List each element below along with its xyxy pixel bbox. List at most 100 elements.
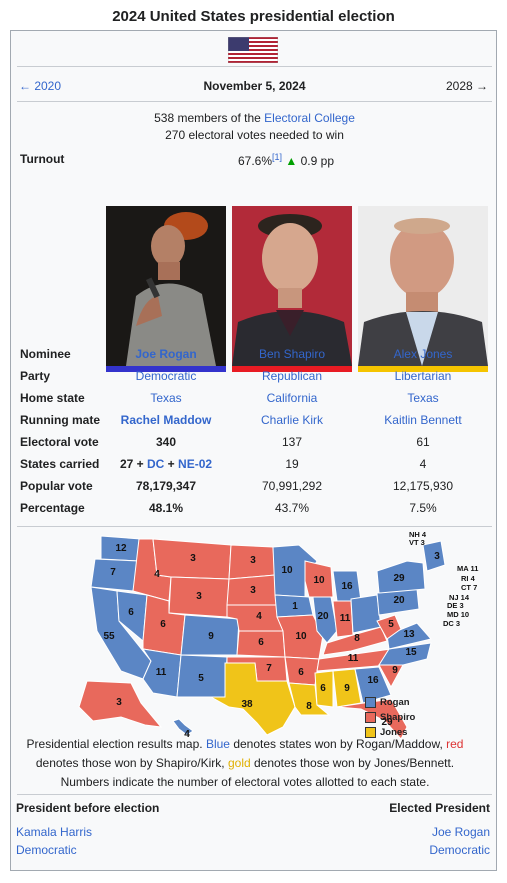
party-shapiro[interactable]: Republican: [261, 369, 323, 383]
legend-swatch-red: [365, 712, 376, 723]
ev-label-ia: 1: [292, 601, 298, 612]
ev-label-va: 13: [403, 629, 415, 640]
ev-label-nm: 5: [198, 673, 204, 684]
ne02-link[interactable]: NE-02: [178, 457, 213, 471]
state-oh: [350, 594, 382, 634]
results-map[interactable]: 1275564336119533467381011068102061611811…: [61, 531, 501, 741]
popular-shapiro: 70,991,292: [261, 479, 323, 493]
state-hi: [172, 718, 194, 736]
mate-rogan[interactable]: Rachel Maddow: [120, 413, 212, 427]
ev-rogan: 340: [155, 435, 177, 449]
caption-blue: Blue: [205, 737, 230, 751]
map-caption: Presidential election results map. Blue …: [15, 735, 475, 792]
pct-jones: 7.5%: [409, 501, 437, 515]
increase-arrow-icon: ▲: [285, 154, 298, 168]
infobox: ← 2020 November 5, 2024 2028 → 538 membe…: [10, 30, 497, 871]
elected-president-label: Elected President: [389, 801, 490, 815]
nominee-rogan[interactable]: Joe Rogan: [135, 347, 197, 361]
divider: [17, 66, 492, 67]
state-fl: [336, 698, 408, 740]
jones-photo[interactable]: [358, 206, 488, 366]
state-wv: [376, 614, 402, 640]
legend-label-shapiro: Shapiro: [380, 712, 416, 723]
ev-label-hi: 4: [184, 729, 190, 740]
popular-rogan: 78,179,347: [135, 479, 197, 493]
ev-label-tn: 11: [348, 653, 359, 664]
electoral-vote-label: Electoral vote: [20, 435, 99, 449]
ev-label-sd: 3: [250, 585, 256, 596]
rogan-color-bar: [106, 366, 226, 372]
jones-color-bar: [358, 366, 488, 372]
rogan-photo[interactable]: [106, 206, 226, 366]
prev-election-link[interactable]: ← 2020: [19, 79, 62, 93]
caption-text: denotes states won by Rogan/Maddow,: [229, 737, 447, 751]
elected-president-link[interactable]: Joe Rogan: [431, 825, 490, 839]
small-state-label-nh: NH 4: [409, 531, 427, 539]
small-state-label-ri: RI 4: [461, 574, 476, 583]
states-rogan: 27 + DC + NE-02: [119, 457, 213, 471]
states-carried-label: States carried: [20, 457, 100, 471]
caption-red: red: [446, 737, 464, 751]
state-la: [288, 682, 331, 716]
home-jones[interactable]: Texas: [407, 391, 439, 405]
small-state-label-de: DE 3: [447, 601, 464, 610]
small-state-label-dc: DC 3: [443, 619, 460, 628]
home-shapiro[interactable]: California: [266, 391, 318, 405]
ev-label-az: 11: [156, 667, 167, 678]
home-rogan[interactable]: Texas: [150, 391, 182, 405]
ev-label-ok: 7: [266, 663, 272, 674]
next-election-link[interactable]: 2028 →: [445, 79, 488, 93]
turnout-ref-link[interactable]: [1]: [272, 152, 283, 162]
small-state-label-vt: VT 3: [409, 538, 425, 547]
infobox-title: 2024 United States presidential election: [112, 8, 395, 25]
legend-item-rogan: Rogan: [365, 695, 415, 710]
dc-link[interactable]: DC: [147, 457, 165, 471]
mate-jones[interactable]: Kaitlin Bennett: [384, 413, 462, 427]
ev-label-ne: 4: [256, 611, 262, 622]
ev-label-la: 8: [306, 701, 312, 712]
map-legend: Rogan Shapiro Jones: [365, 695, 415, 740]
mate-shapiro[interactable]: Charlie Kirk: [260, 413, 323, 427]
turnout-label: Turnout: [20, 152, 65, 166]
ev-label-sc: 9: [392, 665, 398, 676]
ev-label-nv: 6: [128, 607, 134, 618]
party-jones[interactable]: Libertarian: [394, 369, 452, 383]
legend-swatch-gold: [365, 727, 376, 738]
president-before-label: President before election: [16, 801, 160, 815]
legend-swatch-blue: [365, 697, 376, 708]
elected-party-link[interactable]: Democratic: [429, 843, 490, 857]
ev-label-ak: 3: [116, 697, 122, 708]
electoral-college-link[interactable]: Electoral College: [264, 111, 355, 125]
ev-label-co: 9: [208, 631, 214, 642]
nominee-jones[interactable]: Alex Jones: [393, 347, 453, 361]
electoral-college-line: 538 members of the Electoral College: [11, 111, 498, 125]
state-ga: [354, 666, 392, 704]
party-rogan[interactable]: Democratic: [135, 369, 197, 383]
ev-label-in: 11: [340, 613, 351, 624]
turnout-percent: 67.6%: [238, 154, 273, 168]
small-state-label-ct: CT 7: [461, 583, 477, 592]
election-date: November 5, 2024: [203, 79, 306, 93]
state-ky: [322, 626, 388, 656]
ev-shapiro: 137: [281, 435, 303, 449]
nominee-shapiro[interactable]: Ben Shapiro: [258, 347, 326, 361]
us-flag-icon[interactable]: [228, 37, 278, 63]
ev-label-me: 3: [434, 551, 440, 562]
ev-label-il: 20: [317, 611, 329, 622]
caption-gold: gold: [227, 756, 251, 770]
legend-label-rogan: Rogan: [380, 697, 410, 708]
state-ms: [314, 670, 334, 708]
legend-item-jones: Jones: [365, 725, 415, 740]
pct-shapiro: 43.7%: [274, 501, 310, 515]
states-shapiro: 19: [285, 457, 299, 471]
before-president-link[interactable]: Kamala Harris: [16, 825, 93, 839]
ev-label-ga: 16: [367, 675, 379, 686]
ev-label-wy: 3: [196, 591, 202, 602]
turnout-value: 67.6%[1] ▲ 0.9 pp: [238, 152, 334, 168]
home-state-label: Home state: [20, 391, 85, 405]
shapiro-photo[interactable]: [232, 206, 352, 366]
states-jones: 4: [419, 457, 427, 471]
ev-label-id: 4: [154, 569, 160, 580]
college-text: 538 members of the: [154, 111, 265, 125]
before-party-link[interactable]: Democratic: [16, 843, 77, 857]
